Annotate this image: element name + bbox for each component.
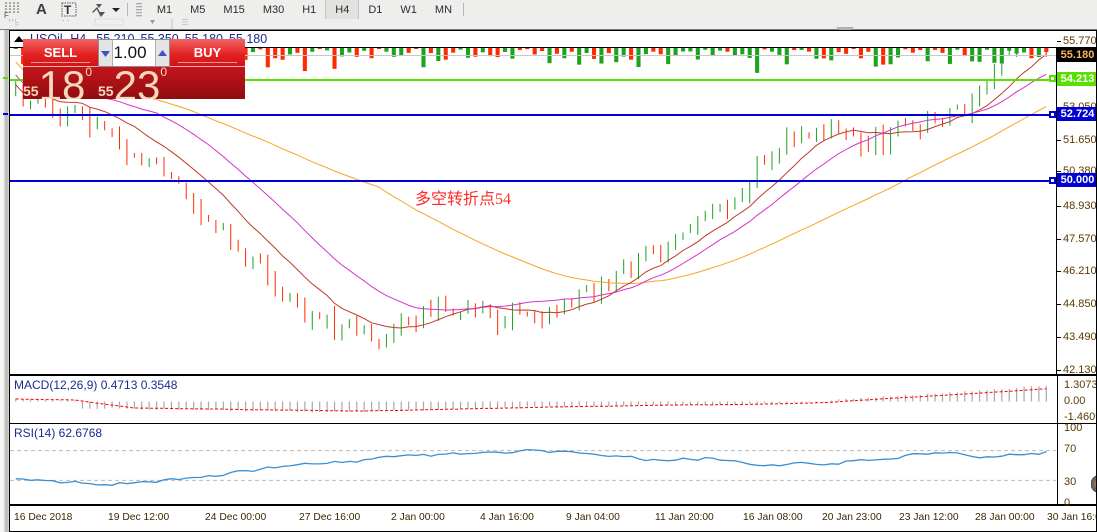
- svg-text:F: F: [15, 22, 19, 29]
- svg-text:F: F: [4, 11, 9, 18]
- svg-text:T: T: [64, 3, 72, 17]
